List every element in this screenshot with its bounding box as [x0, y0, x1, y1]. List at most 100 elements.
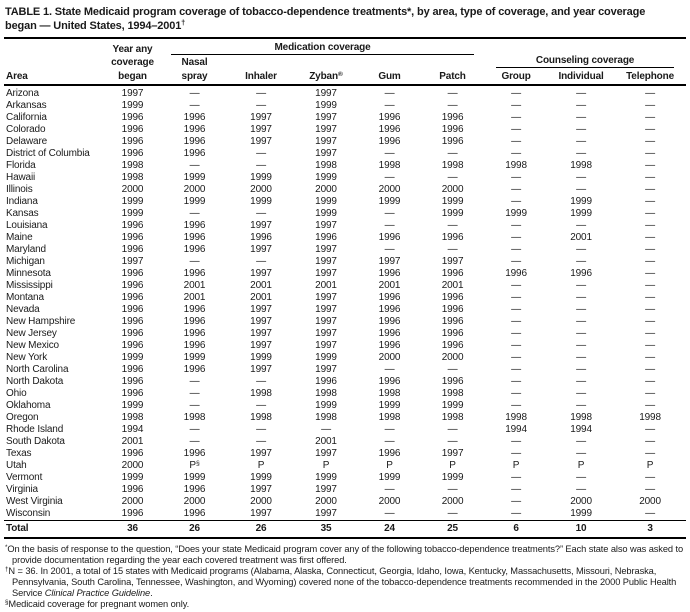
zyban-column-header: Zyban® — [294, 68, 358, 86]
coverage-cell: 1999 — [183, 172, 206, 183]
coverage-cell: 1996 — [183, 124, 206, 135]
coverage-cell: 1994 — [505, 424, 527, 435]
table-title-line1: TABLE 1. State Medicaid program coverage… — [5, 6, 646, 18]
coverage-cell: 1999 — [315, 100, 337, 111]
coverage-cell: — — [511, 352, 521, 363]
coverage-cell: — — [511, 328, 521, 339]
coverage-cell: — — [576, 364, 586, 375]
coverage-cell: — — [447, 436, 458, 447]
table-row: North Carolina 1996 1996 1997 1997 — — — — — — [4, 364, 686, 376]
coverage-cell: — — [511, 256, 521, 267]
coverage-cell: 1998 — [441, 388, 464, 399]
coverage-cell: — — [645, 256, 655, 267]
coverage-cell: 1996 — [121, 304, 144, 315]
coverage-cell: 1996 — [183, 268, 206, 279]
coverage-cell: — — [384, 436, 395, 447]
coverage-cell: 1997 — [315, 244, 337, 255]
coverage-cell: 1996 — [121, 112, 144, 123]
coverage-cell: — — [645, 220, 655, 231]
coverage-cell: — — [384, 508, 395, 519]
coverage-cell: 1999 — [121, 196, 144, 207]
coverage-cell: — — [189, 256, 200, 267]
coverage-cell: 2000 — [639, 496, 661, 507]
area-cell: Florida — [6, 160, 36, 171]
coverage-cell: — — [645, 364, 655, 375]
coverage-cell: — — [645, 340, 655, 351]
coverage-cell: 1996 — [183, 148, 206, 159]
coverage-cell: 1997 — [315, 508, 337, 519]
area-cell: South Dakota — [6, 436, 65, 447]
coverage-cell: 1996 — [378, 340, 401, 351]
coverage-cell: 1998 — [441, 412, 464, 423]
area-cell: North Dakota — [6, 376, 64, 387]
table-row: Maine 1996 1996 1996 1996 1996 1996 — 2001 — — [4, 232, 686, 244]
coverage-cell: — — [447, 88, 458, 99]
footnote-section: §Medicaid coverage for pregnant women on… — [5, 598, 190, 609]
coverage-cell: 1996 — [441, 232, 464, 243]
coverage-cell: 2001 — [250, 280, 272, 291]
coverage-cell: 2000 — [378, 352, 401, 363]
coverage-cell: 1996 — [183, 244, 206, 255]
footnotes: *On the basis of response to the questio… — [4, 539, 686, 609]
table-header: Year any Medication coverage coverage Na… — [4, 38, 687, 86]
coverage-cell: 1997 — [378, 256, 401, 267]
coverage-cell: 1999 — [121, 352, 144, 363]
medicaid-coverage-table: Year any Medication coverage coverage Na… — [4, 37, 687, 539]
coverage-cell: 1998 — [505, 160, 527, 171]
table-row: Hawaii 1998 1999 1999 1999 — — — — — — [4, 172, 686, 184]
coverage-cell: 1998 — [639, 412, 661, 423]
area-cell: Indiana — [6, 196, 38, 207]
patch-column-header: Patch — [421, 68, 485, 86]
year-col-header-line1: Year any — [112, 44, 153, 55]
coverage-cell: 2000 — [183, 184, 206, 195]
coverage-cell: 1996 — [121, 316, 144, 327]
coverage-cell: 1999 — [441, 208, 464, 219]
coverage-cell: — — [384, 148, 395, 159]
dagger-marker: † — [5, 565, 9, 573]
table-row: Minnesota 1996 1996 1997 1997 1996 1996 1996 199… — [4, 268, 686, 280]
coverage-cell: 1997 — [250, 220, 272, 231]
coverage-cell: P — [257, 460, 265, 471]
table-row: New Hampshire 1996 1996 1997 1997 1996 1996 — — — — [4, 316, 686, 328]
area-cell: Hawaii — [6, 172, 36, 183]
coverage-cell: 1996 — [121, 136, 144, 147]
coverage-cell: 1999 — [505, 208, 527, 219]
coverage-cell: 1998 — [378, 160, 401, 171]
coverage-cell: — — [511, 304, 521, 315]
table-row: Delaware 1996 1996 1997 1997 1996 1996 — — — — [4, 136, 686, 148]
coverage-cell: 1998 — [250, 412, 272, 423]
coverage-cell: 1998 — [121, 412, 144, 423]
area-cell: Utah — [6, 460, 27, 471]
coverage-cell: — — [576, 376, 586, 387]
coverage-cell: 1999 — [183, 352, 206, 363]
coverage-cell: — — [576, 256, 586, 267]
coverage-cell: 1997 — [315, 256, 337, 267]
area-cell: Rhode Island — [6, 424, 64, 435]
coverage-cell: — — [511, 196, 521, 207]
coverage-cell: — — [511, 508, 521, 519]
coverage-cell: — — [645, 352, 655, 363]
coverage-cell: — — [321, 424, 331, 435]
coverage-cell: 1996 — [183, 508, 206, 519]
coverage-cell: 1996 — [121, 388, 144, 399]
coverage-cell: — — [384, 172, 395, 183]
total-cell: 26 — [228, 520, 294, 539]
coverage-cell: 1997 — [315, 316, 337, 327]
coverage-cell: 1997 — [250, 316, 272, 327]
coverage-cell: — — [511, 400, 521, 411]
coverage-cell: 2001 — [570, 232, 592, 243]
coverage-cell: 2001 — [315, 436, 337, 447]
coverage-cell: 1997 — [315, 484, 337, 495]
area-cell: California — [6, 112, 47, 123]
coverage-cell: 1999 — [441, 400, 464, 411]
coverage-cell: — — [256, 424, 266, 435]
coverage-cell: 1996 — [378, 112, 401, 123]
table-row: North Dakota 1996 — — 1996 1996 1996 — — — — [4, 376, 686, 388]
coverage-cell: — — [576, 292, 586, 303]
coverage-cell: — — [576, 148, 586, 159]
coverage-cell: — — [511, 388, 521, 399]
coverage-cell: — — [645, 388, 655, 399]
coverage-cell: 1999 — [250, 196, 272, 207]
coverage-cell: 1996 — [121, 376, 144, 387]
total-cell: 10 — [548, 520, 615, 539]
